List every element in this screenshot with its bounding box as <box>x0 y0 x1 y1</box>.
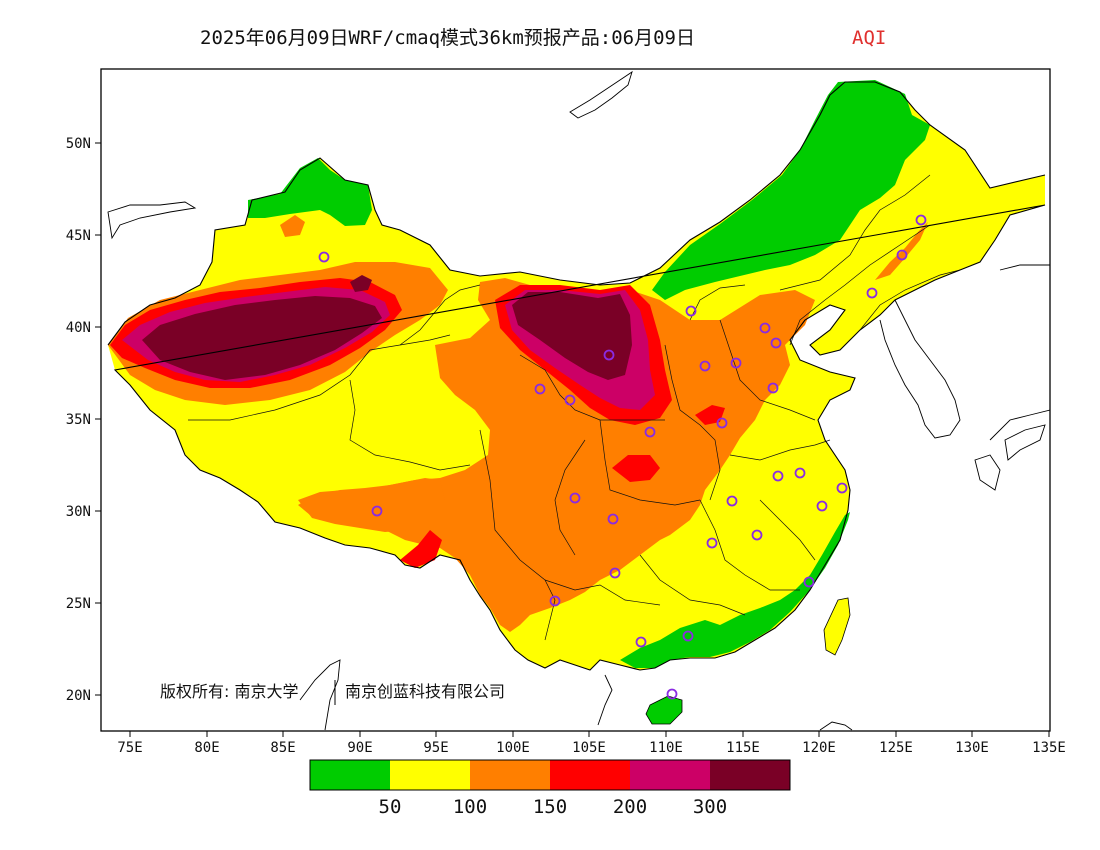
color-legend: 50 100 150 200 300 <box>309 759 791 818</box>
x-tick-label: 95E <box>423 740 448 756</box>
station-marker <box>635 636 647 648</box>
y-tick-label: 30N <box>66 504 91 520</box>
aqi-zone-hazardous-turpan <box>350 275 372 292</box>
map-variable-label: AQI <box>852 27 886 49</box>
y-tick-label: 35N <box>66 412 91 428</box>
station-marker <box>603 349 615 361</box>
station-marker <box>564 394 576 406</box>
y-axis: 20N 25N 30N 35N 40N 45N 50N <box>66 136 101 704</box>
x-tick-label: 85E <box>270 740 295 756</box>
station-marker <box>751 529 763 541</box>
x-tick-label: 135E <box>1032 740 1066 756</box>
legend-swatch <box>470 760 550 790</box>
y-tick-label: 25N <box>66 596 91 612</box>
legend-label: 200 <box>613 796 647 818</box>
y-tick-label: 20N <box>66 688 91 704</box>
hainan-island <box>645 695 683 725</box>
station-marker <box>759 322 771 334</box>
aqi-zone-good-northeast <box>652 80 930 300</box>
station-marker <box>666 688 678 700</box>
x-axis: 75E 80E 85E 90E 95E 100E 105E 110E 115E … <box>117 731 1066 756</box>
station-marker <box>770 337 782 349</box>
copyright-text-right: 南京创蓝科技有限公司 <box>345 682 505 701</box>
aqi-zone-good-altai <box>248 158 372 226</box>
station-marker <box>318 251 330 263</box>
aqi-zone-hazardous-tarim <box>142 296 382 380</box>
legend-swatch <box>390 760 470 790</box>
legend-swatch <box>710 760 790 790</box>
china-border <box>107 81 1046 671</box>
x-tick-label: 100E <box>496 740 530 756</box>
legend-label: 50 <box>379 796 402 818</box>
map-frame <box>100 68 1051 732</box>
station-marker <box>534 383 546 395</box>
x-tick-label: 130E <box>955 740 989 756</box>
aqi-zone-hazardous-ordos <box>512 292 632 380</box>
legend-label: 300 <box>693 796 727 818</box>
coastlines <box>107 70 1050 731</box>
aqi-zone-usg-xinjiang-spot <box>280 215 305 237</box>
station-marker <box>836 482 848 494</box>
station-marker <box>716 417 728 429</box>
province-boundaries <box>188 174 961 641</box>
station-marker <box>730 357 742 369</box>
station-marker <box>803 576 815 588</box>
station-marker <box>772 470 784 482</box>
station-marker <box>685 305 697 317</box>
station-marker <box>896 249 908 261</box>
station-marker <box>644 426 656 438</box>
station-marker <box>609 567 621 579</box>
copyright-notice: 版权所有: 南京大学 南京创蓝科技有限公司 <box>160 680 505 705</box>
station-marker <box>706 537 718 549</box>
station-markers <box>318 214 927 700</box>
station-marker <box>726 495 738 507</box>
x-tick-label: 115E <box>726 740 760 756</box>
x-tick-label: 125E <box>879 740 913 756</box>
station-marker <box>371 505 383 517</box>
aqi-zone-unhealthy-henan <box>695 405 725 425</box>
station-marker <box>816 500 828 512</box>
legend-swatch <box>630 760 710 790</box>
x-tick-label: 90E <box>347 740 372 756</box>
aqi-zone-unhealthy-sichuan <box>612 455 660 482</box>
station-marker <box>915 214 927 226</box>
y-tick-label: 45N <box>66 228 91 244</box>
station-marker <box>767 382 779 394</box>
station-marker <box>682 630 694 642</box>
y-tick-label: 40N <box>66 320 91 336</box>
taiwan-island <box>823 597 851 656</box>
y-tick-label: 50N <box>66 136 91 152</box>
copyright-text-left: 版权所有: 南京大学 <box>160 682 298 701</box>
aqi-zone-good-south <box>620 512 850 668</box>
station-marker <box>549 595 561 607</box>
station-marker <box>569 492 581 504</box>
map-area <box>101 69 1050 731</box>
x-tick-label: 75E <box>117 740 142 756</box>
station-marker <box>794 467 806 479</box>
legend-swatch <box>550 760 630 790</box>
legend-swatch <box>310 760 390 790</box>
x-tick-label: 120E <box>802 740 836 756</box>
legend-label: 100 <box>453 796 487 818</box>
aqi-zone-usg-liaoning <box>875 222 928 280</box>
x-tick-label: 110E <box>649 740 683 756</box>
x-tick-label: 105E <box>572 740 606 756</box>
station-marker <box>607 513 619 525</box>
legend-label: 150 <box>533 796 567 818</box>
aqi-zone-unhealthy-tibet-south <box>400 530 442 568</box>
x-tick-label: 80E <box>194 740 219 756</box>
map-title: 2025年06月09日WRF/cmaq模式36km预报产品:06月09日 <box>200 27 695 49</box>
aqi-zone-usg-tibet <box>298 478 445 532</box>
station-marker <box>699 360 711 372</box>
station-marker <box>866 287 878 299</box>
